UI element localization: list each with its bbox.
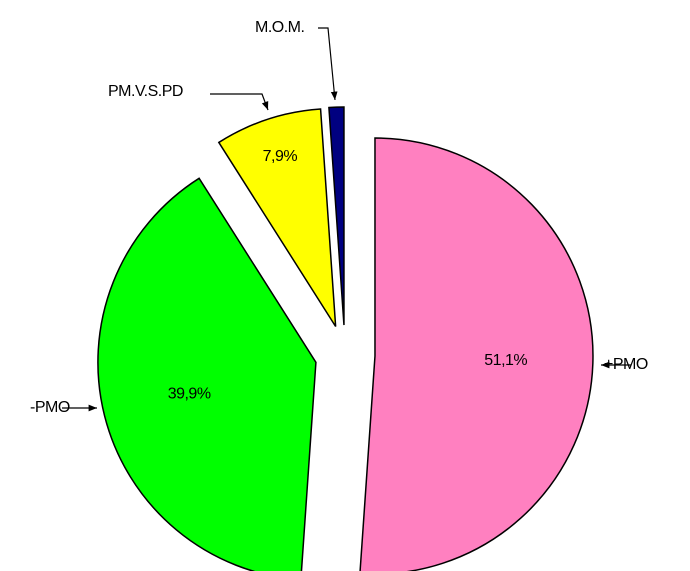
pie-slice bbox=[217, 108, 337, 327]
pie-slice bbox=[359, 137, 594, 571]
slice-label: PM.V.S.PD bbox=[108, 83, 183, 100]
leader-line bbox=[318, 27, 338, 101]
slice-label: M.O.M. bbox=[255, 19, 304, 36]
value-label: 51,1% bbox=[484, 352, 527, 369]
value-label: 39,9% bbox=[168, 386, 211, 403]
pie-slice bbox=[328, 106, 345, 326]
value-label: 7,9% bbox=[263, 148, 298, 165]
pie-slice bbox=[97, 177, 317, 571]
leader-line bbox=[210, 93, 269, 111]
slice-label: -PMO bbox=[30, 399, 70, 416]
